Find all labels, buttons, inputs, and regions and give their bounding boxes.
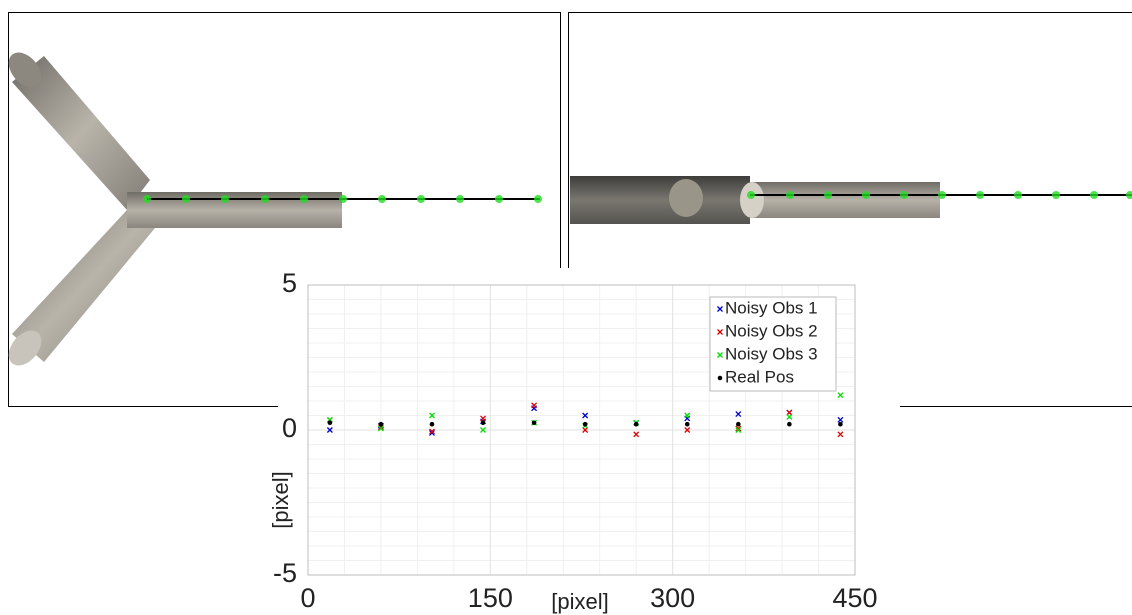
- marker: [684, 412, 691, 419]
- marker: [787, 421, 792, 427]
- legend-label: Noisy Obs 2: [725, 321, 818, 340]
- marker: [531, 420, 537, 426]
- marker: [633, 421, 639, 427]
- x-tick-label: 0: [300, 583, 315, 613]
- marker: [735, 427, 742, 433]
- marker: [582, 412, 589, 419]
- legend-marker: [717, 375, 723, 381]
- right-render: [568, 12, 1132, 407]
- y-tick-label: -5: [273, 558, 297, 588]
- marker: [429, 412, 435, 419]
- marker: [378, 421, 384, 427]
- marker: [684, 421, 690, 427]
- legend-label: Real Pos: [725, 367, 794, 386]
- marker: [736, 421, 741, 427]
- x-tick-label: 300: [650, 583, 695, 613]
- marker: [837, 431, 844, 438]
- marker: [326, 427, 333, 433]
- marker: [327, 420, 333, 426]
- y-axis-label: [pixel]: [268, 471, 293, 528]
- marker: [582, 421, 588, 427]
- marker: [684, 427, 691, 433]
- x-tick-label: 450: [832, 583, 877, 613]
- plot-frame: [307, 284, 856, 576]
- x-axis-label: [pixel]: [551, 589, 608, 614]
- marker: [735, 411, 742, 418]
- marker: [480, 420, 486, 426]
- y-tick-label: 5: [282, 268, 297, 298]
- marker: [582, 427, 589, 433]
- marker: [480, 415, 486, 422]
- x-tick-label: 150: [468, 583, 513, 613]
- marker: [429, 429, 435, 436]
- marker: [480, 427, 486, 433]
- marker: [633, 431, 640, 438]
- marker: [837, 416, 844, 423]
- marker: [735, 425, 742, 432]
- marker: [429, 421, 435, 427]
- marker: [838, 421, 843, 427]
- legend-marker: [717, 306, 723, 312]
- marker: [531, 402, 538, 409]
- marker: [429, 428, 435, 435]
- y-tick-label: 0: [282, 413, 297, 443]
- marker: [786, 413, 793, 420]
- marker: [837, 392, 844, 399]
- legend-marker: [717, 329, 723, 335]
- marker: [377, 425, 384, 432]
- legend-label: Noisy Obs 3: [725, 344, 818, 363]
- legend-box: [709, 296, 837, 392]
- marker: [786, 409, 793, 416]
- legend-marker: [717, 352, 723, 358]
- legend-label: Noisy Obs 1: [725, 298, 818, 317]
- legend: Noisy Obs 1 Noisy Obs 2 Noisy Obs 3 Real Po…: [709, 296, 837, 392]
